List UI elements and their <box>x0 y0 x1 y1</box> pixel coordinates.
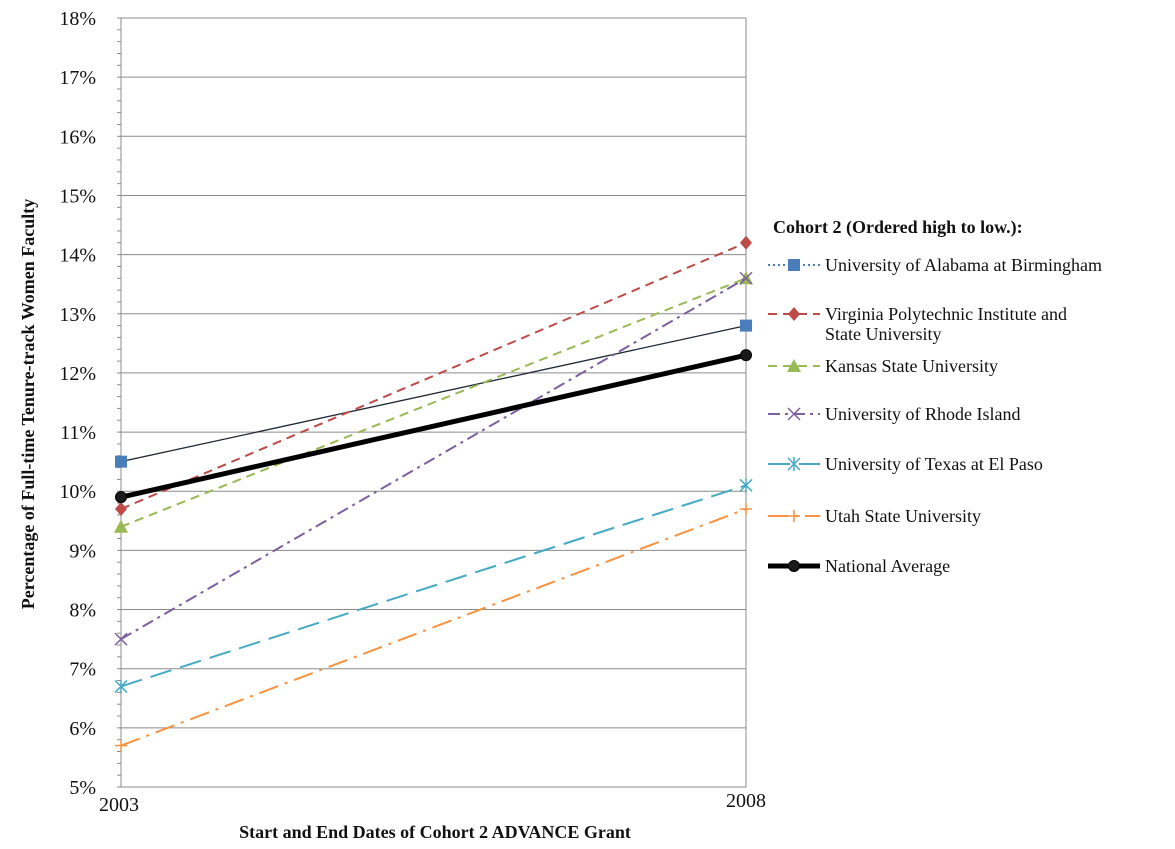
y-axis-title: Percentage of Full-time Tenure-track Wom… <box>18 199 38 609</box>
data-point <box>740 235 752 250</box>
legend-label: University of Alabama at Birmingham <box>825 255 1102 275</box>
series-line <box>120 277 747 640</box>
series-line <box>120 508 747 747</box>
y-tick-label: 10% <box>59 481 96 503</box>
y-tick-label: 11% <box>60 422 96 444</box>
y-axis-ticks: 5% 6% 7% 8% 9% 10% 11% 12% 13% 14% 15% 16% 17% 18% <box>59 8 121 799</box>
data-point <box>739 478 753 493</box>
legend-label: State University <box>825 324 941 344</box>
x-tick-label: 2003 <box>99 794 139 816</box>
data-point <box>115 501 127 516</box>
legend-marker <box>788 259 800 271</box>
y-tick-label: 12% <box>59 363 96 385</box>
legend-item: Kansas State University <box>768 356 998 376</box>
legend-item: Virginia Polytechnic Institute andState … <box>768 304 1067 344</box>
x-tick-label: 2008 <box>726 790 766 812</box>
y-tick-label: 15% <box>59 185 96 207</box>
series-0 <box>115 319 752 468</box>
y-tick-label: 13% <box>59 304 96 326</box>
y-tick-label: 6% <box>69 718 96 740</box>
data-point <box>740 502 752 515</box>
y-tick-label: 17% <box>59 67 96 89</box>
x-axis-ticks: 2003 2008 <box>99 790 766 816</box>
legend-label: Virginia Polytechnic Institute and <box>825 304 1067 324</box>
series-line <box>120 484 747 688</box>
series-5 <box>115 502 752 752</box>
series-line <box>120 277 747 528</box>
data-point <box>114 679 128 694</box>
legend-label: Kansas State University <box>825 356 998 376</box>
legend-item: University of Texas at El Paso <box>768 454 1043 474</box>
y-tick-label: 14% <box>59 245 96 267</box>
data-point <box>115 491 127 504</box>
legend-marker <box>787 359 801 372</box>
legend-marker <box>788 307 800 321</box>
legend-item: National Average <box>768 556 950 576</box>
legend-label: Utah State University <box>825 506 981 526</box>
legend-marker <box>788 560 800 572</box>
y-tick-label: 8% <box>69 600 96 622</box>
data-point <box>114 632 128 646</box>
legend-item: University of Rhode Island <box>768 404 1020 424</box>
series-lines <box>114 235 753 752</box>
y-tick-label: 18% <box>59 8 96 30</box>
legend-marker <box>787 457 801 471</box>
y-tick-label: 7% <box>69 659 96 681</box>
series-4 <box>114 478 753 694</box>
legend-marker <box>787 407 801 421</box>
series-1 <box>115 235 752 516</box>
data-point <box>114 519 128 533</box>
series-line <box>120 352 747 500</box>
y-tick-label: 9% <box>69 540 96 562</box>
legend-item: University of Alabama at Birmingham <box>768 255 1102 275</box>
data-point <box>115 455 127 468</box>
y-tick-label: 16% <box>59 126 96 148</box>
series-6 <box>115 349 752 504</box>
data-point <box>740 319 752 332</box>
legend-label: University of Texas at El Paso <box>825 454 1043 474</box>
series-line <box>120 241 747 510</box>
series-line <box>120 324 747 463</box>
data-point <box>740 349 752 362</box>
series-2 <box>114 271 753 533</box>
y-tick-label: 5% <box>69 777 96 799</box>
x-axis-title: Start and End Dates of Cohort 2 ADVANCE … <box>239 822 631 842</box>
legend-item: Utah State University <box>768 506 981 526</box>
series-3 <box>114 271 753 646</box>
legend-label: National Average <box>825 556 950 576</box>
legend-title: Cohort 2 (Ordered high to low.): <box>773 217 1023 238</box>
legend-label: University of Rhode Island <box>825 404 1020 424</box>
data-point <box>115 739 127 752</box>
gridlines <box>121 17 746 788</box>
data-point <box>739 271 753 285</box>
plot-area <box>120 18 747 787</box>
legend-marker <box>788 510 800 522</box>
legend: Cohort 2 (Ordered high to low.): Univers… <box>768 217 1102 576</box>
